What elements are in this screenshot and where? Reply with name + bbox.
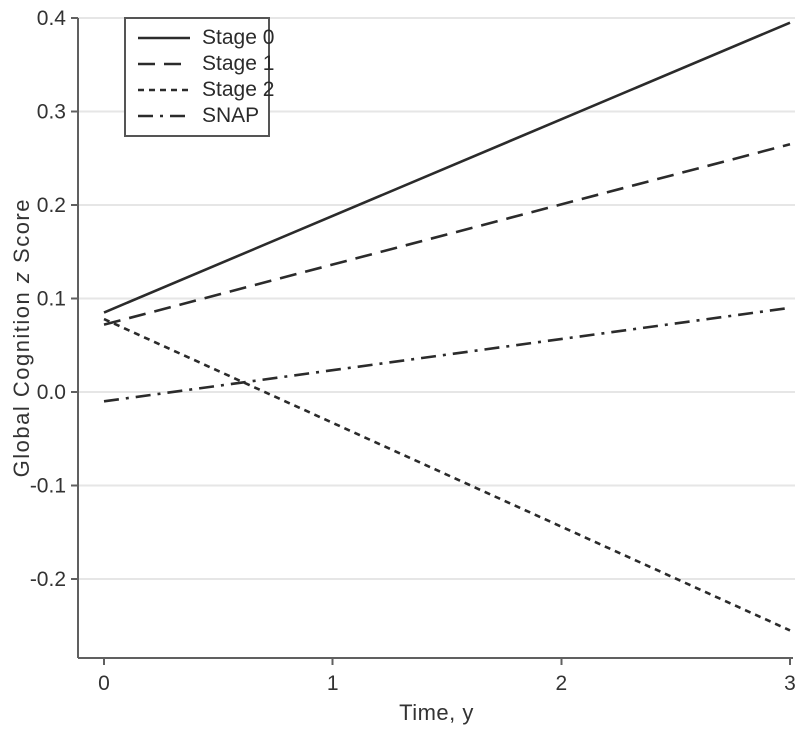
legend-item-stage-2: Stage 2	[138, 77, 274, 103]
legend-line-sample-stage-1	[138, 62, 190, 66]
x-tick-label-2: 2	[555, 672, 567, 695]
legend-line-sample-stage-2	[138, 88, 190, 92]
y-tick-label-0.1: 0.1	[37, 288, 66, 311]
x-tick-label-0: 0	[98, 672, 110, 695]
y-tick-label-0.2: 0.2	[37, 194, 66, 217]
series-line-stage-1	[103, 142, 791, 326]
legend-line-sample-snap	[138, 114, 190, 118]
y-axis-title-prefix: Global Cognition	[9, 283, 34, 478]
legend-item-stage-1: Stage 1	[138, 51, 274, 77]
y-tick-label-0.0: 0.0	[37, 381, 66, 404]
x-axis-title: Time, y	[399, 700, 474, 725]
legend-item-snap: SNAP	[138, 103, 260, 129]
legend-label-stage-0: Stage 0	[202, 26, 275, 49]
legend-label-snap: SNAP	[202, 104, 260, 127]
series-line-stage-2	[103, 317, 791, 632]
legend-label-stage-2: Stage 2	[202, 78, 275, 101]
y-axis-title-italic-z: z	[9, 270, 34, 284]
legend-label-stage-1: Stage 1	[202, 52, 275, 75]
y-tick-label--0.1: -0.1	[30, 475, 66, 498]
y-tick-label-0.4: 0.4	[37, 7, 67, 30]
legend-line-sample-stage-0	[138, 36, 190, 40]
series-line-stage-0	[103, 21, 791, 314]
y-tick-label-0.3: 0.3	[37, 101, 66, 124]
series-line-snap	[103, 306, 791, 403]
x-tick-label-1: 1	[327, 672, 339, 695]
legend-item-stage-0: Stage 0	[138, 25, 274, 51]
y-axis-title: Global Cognition z Score	[2, 18, 42, 658]
y-axis-title-suffix: Score	[9, 198, 34, 271]
legend: Stage 0 Stage 1 Stage 2 SNAP	[124, 17, 274, 137]
x-tick-label-3: 3	[784, 672, 796, 695]
y-tick-label--0.2: -0.2	[30, 568, 66, 591]
